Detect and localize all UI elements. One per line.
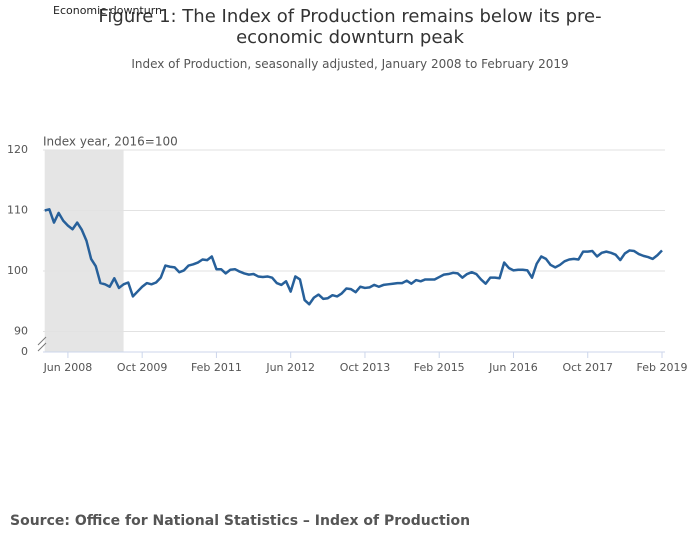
x-tick-label: Oct 2017 <box>562 361 613 374</box>
x-tick-label: Jun 2012 <box>265 361 315 374</box>
axis-break <box>37 342 47 352</box>
x-tick-label: Jun 2008 <box>43 361 93 374</box>
chart-subtitle: Index of Production, seasonally adjusted… <box>131 57 569 71</box>
y-axis-label: Index year, 2016=100 <box>43 135 178 149</box>
source: Source: Office for National Statistics –… <box>10 513 471 529</box>
y-tick-label: 100 <box>7 264 28 277</box>
axis-break <box>37 336 47 346</box>
x-tick-label: Feb 2015 <box>414 361 465 374</box>
y-tick-label: 110 <box>7 204 28 217</box>
x-tick-label: Oct 2013 <box>340 361 391 374</box>
shade-label: Economic downturn <box>53 4 162 17</box>
y-tick-label: 0 <box>21 345 28 358</box>
y-tick-label: 90 <box>14 325 28 338</box>
x-tick-label: Feb 2011 <box>191 361 242 374</box>
y-tick-label: 120 <box>7 143 28 156</box>
x-tick-label: Feb 2019 <box>637 361 688 374</box>
data-line <box>44 208 663 306</box>
chart-title: Figure 1: The Index of Production remain… <box>98 6 602 48</box>
x-tick-label: Jun 2016 <box>488 361 538 374</box>
x-tick-label: Oct 2009 <box>117 361 168 374</box>
shade-region <box>44 150 124 352</box>
